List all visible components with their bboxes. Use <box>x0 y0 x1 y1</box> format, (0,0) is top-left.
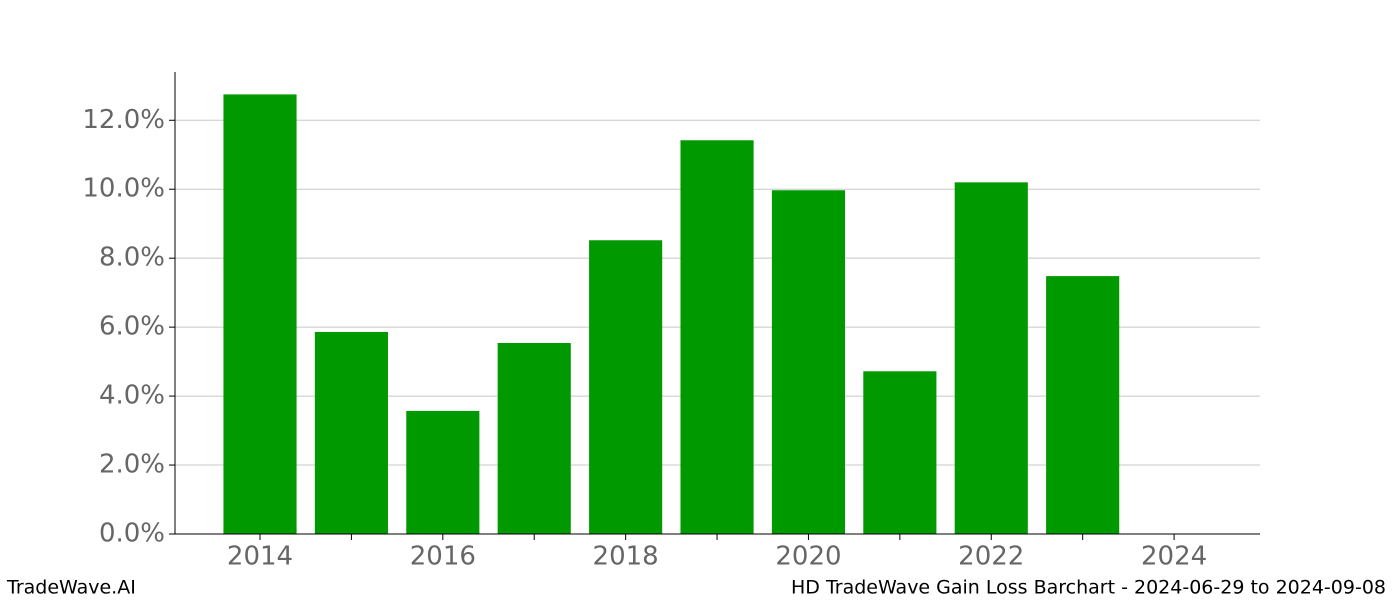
y-tick-label: 12.0% <box>82 105 165 135</box>
x-tick-label: 2016 <box>410 542 476 572</box>
bar <box>680 140 754 534</box>
y-tick-label: 6.0% <box>99 312 165 342</box>
bar <box>589 240 663 535</box>
x-tick-label: 2014 <box>227 542 293 572</box>
footer-right: HD TradeWave Gain Loss Barchart - 2024-0… <box>791 577 1386 599</box>
bar <box>314 331 388 534</box>
y-tick-label: 0.0% <box>99 519 165 549</box>
bar <box>406 410 480 534</box>
bar <box>771 190 846 534</box>
x-tick-label: 2020 <box>775 542 841 572</box>
bar <box>863 371 937 534</box>
bar <box>954 182 1028 534</box>
bar <box>497 342 571 534</box>
bar <box>1046 276 1120 534</box>
y-tick-label: 8.0% <box>99 243 165 273</box>
y-tick-label: 10.0% <box>82 174 165 204</box>
x-tick-label: 2018 <box>593 542 659 572</box>
x-tick-label: 2022 <box>958 542 1024 572</box>
y-tick-label: 2.0% <box>99 450 165 480</box>
y-tick-label: 4.0% <box>99 381 165 411</box>
footer-left: TradeWave.AI <box>6 577 136 599</box>
x-tick-label: 2024 <box>1141 542 1207 572</box>
bar <box>223 94 297 534</box>
